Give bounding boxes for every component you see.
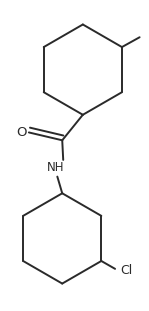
Text: O: O <box>16 126 26 139</box>
Text: NH: NH <box>47 161 64 174</box>
Text: Cl: Cl <box>121 264 133 277</box>
